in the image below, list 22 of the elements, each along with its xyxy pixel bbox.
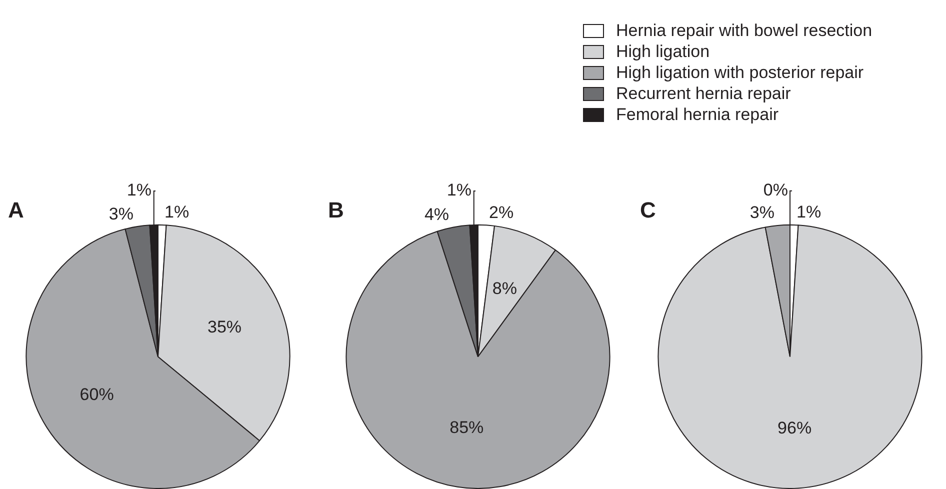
text: B (328, 197, 344, 222)
text: A (8, 197, 24, 222)
data-label: 60% (80, 385, 114, 404)
data-label: 1% (446, 180, 472, 200)
data-label: 35% (208, 318, 242, 337)
legend-label: Recurrent hernia repair (616, 84, 791, 104)
data-label: 96% (778, 418, 812, 438)
data-label: 2% (489, 202, 514, 222)
data-label: 3% (750, 203, 774, 222)
data-label: 85% (450, 418, 484, 437)
data-label: 4% (424, 205, 450, 224)
legend-label: High ligation with posterior repair (616, 62, 864, 82)
legend-label: Hernia repair with bowel resection (616, 20, 872, 40)
data-label: 1% (164, 202, 190, 222)
data-label: 8% (492, 278, 517, 298)
legend-label: Femoral hernia repair (616, 104, 779, 124)
legend-label: High ligation (616, 42, 710, 62)
text: 0% (763, 180, 788, 200)
chart-title: C (640, 197, 656, 222)
data-label: 3% (108, 204, 134, 224)
data-label: 1% (126, 180, 152, 200)
data-label: 1% (796, 202, 822, 222)
